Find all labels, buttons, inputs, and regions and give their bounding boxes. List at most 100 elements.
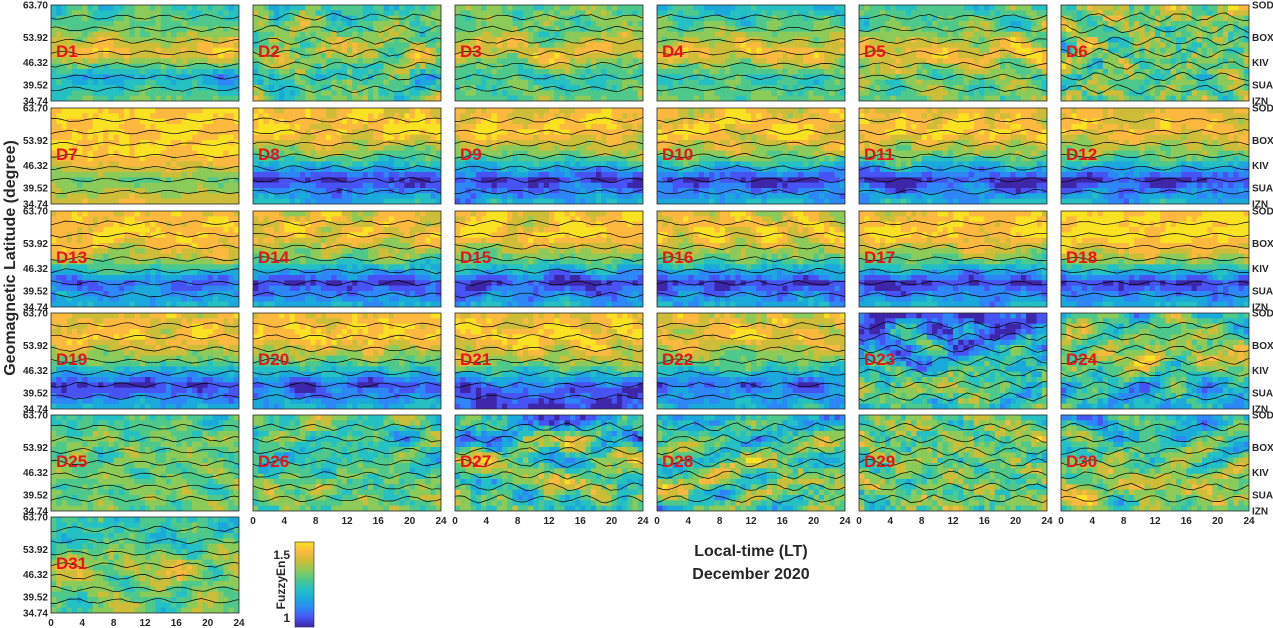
heat-cell: [320, 63, 327, 70]
heat-cell: [808, 15, 815, 22]
heat-cell: [202, 177, 209, 184]
heat-cell: [82, 156, 88, 162]
heat-cell: [869, 95, 876, 101]
heat-cell: [1165, 95, 1172, 101]
heat-cell: [326, 15, 332, 22]
heat-cell: [118, 118, 125, 125]
heat-cell: [289, 150, 296, 157]
panel-frame: [50, 107, 240, 205]
heat-cell: [373, 42, 379, 49]
heat-cell: [181, 177, 188, 184]
heat-cell: [632, 5, 639, 11]
heat-cell: [1113, 53, 1119, 59]
heat-cell: [1108, 10, 1114, 17]
heat-cell: [792, 10, 799, 17]
heat-cell: [268, 118, 275, 125]
heat-cell: [724, 95, 731, 101]
heat-cell: [637, 90, 643, 97]
heat-cell: [481, 26, 487, 33]
heat-cell: [56, 129, 62, 136]
heat-cell: [197, 58, 203, 65]
heat-cell: [994, 26, 1001, 33]
heat-cell: [341, 21, 348, 27]
heat-cell: [103, 108, 109, 114]
heat-cell: [66, 31, 73, 38]
heat-cell: [455, 74, 461, 81]
heat-cell: [879, 47, 886, 54]
heat-cell: [98, 113, 104, 120]
heat-cell: [1031, 63, 1037, 70]
heat-cell: [181, 74, 188, 81]
heat-cell: [735, 53, 741, 59]
heat-cell: [575, 85, 581, 91]
heat-cell: [622, 58, 628, 65]
heat-cell: [273, 118, 280, 125]
heat-cell: [399, 124, 405, 130]
heat-cell: [367, 79, 374, 86]
heat-cell: [294, 79, 301, 86]
heat-cell: [911, 90, 917, 97]
heat-cell: [98, 166, 104, 173]
heat-cell: [160, 134, 167, 141]
heat-cell: [813, 47, 820, 54]
heat-cell: [895, 90, 902, 97]
heat-cell: [425, 69, 431, 75]
heat-cell: [984, 10, 990, 17]
heat-cell: [176, 188, 182, 194]
contour-line: [859, 49, 1047, 56]
heat-cell: [87, 108, 94, 114]
heat-cell: [968, 26, 975, 33]
heat-cell: [98, 161, 104, 168]
heat-cell: [672, 95, 679, 101]
heat-cell: [1155, 85, 1161, 91]
heat-cell: [1155, 63, 1161, 70]
heat-cell: [145, 31, 151, 38]
heat-cell: [1036, 10, 1043, 17]
heat-cell: [751, 63, 757, 70]
heat-cell: [1071, 5, 1078, 11]
heat-cell: [470, 90, 477, 97]
heat-cell: [207, 26, 214, 33]
contour-line: [859, 14, 1047, 20]
heat-cell: [273, 134, 280, 141]
heat-cell: [414, 113, 421, 120]
heat-cell: [192, 108, 198, 114]
heat-cell: [989, 90, 996, 97]
heat-cell: [1207, 21, 1213, 27]
heat-cell: [61, 5, 68, 11]
heat-cell: [388, 134, 395, 141]
heat-cell: [693, 90, 700, 97]
heat-cell: [284, 63, 290, 70]
heat-cell: [155, 26, 162, 33]
heat-cell: [874, 53, 881, 59]
heat-cell: [1087, 47, 1093, 54]
heat-cell: [435, 21, 441, 27]
heat-cell: [601, 47, 607, 54]
heat-cell: [834, 79, 841, 86]
heat-cell: [124, 90, 130, 97]
heat-cell: [409, 108, 416, 114]
heat-cell: [953, 5, 959, 11]
heat-cell: [331, 15, 337, 22]
heat-cell: [289, 63, 296, 70]
heat-cell: [1081, 31, 1088, 38]
heat-cell: [124, 31, 130, 38]
heat-cell: [798, 85, 804, 91]
heat-cell: [124, 95, 130, 101]
heat-cell: [171, 21, 177, 27]
heat-cell: [315, 63, 322, 70]
heat-cell: [585, 26, 592, 33]
heat-cell: [218, 42, 224, 49]
heat-cell: [218, 5, 224, 11]
heat-cell: [1071, 85, 1078, 91]
heat-cell: [906, 31, 912, 38]
heat-cell: [460, 21, 466, 27]
heat-cell: [233, 26, 239, 33]
heat-cell: [263, 161, 270, 168]
heat-cell: [1000, 15, 1006, 22]
heat-cell: [688, 31, 694, 38]
heat-cell: [51, 172, 57, 178]
heat-cell: [176, 134, 182, 141]
heat-cell: [1160, 21, 1166, 27]
heat-cell: [517, 37, 524, 43]
